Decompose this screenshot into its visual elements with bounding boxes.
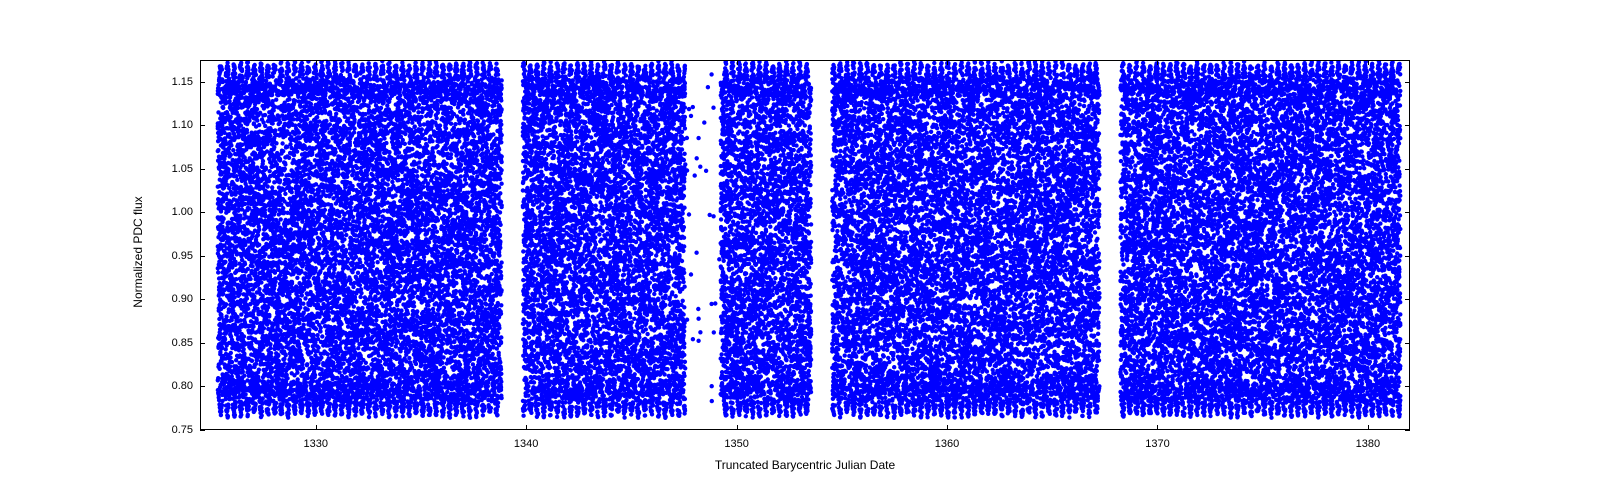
x-tick-mark [1368, 425, 1369, 430]
x-tick-label: 1340 [514, 438, 538, 450]
y-tick-mark [1405, 343, 1410, 344]
y-tick-label: 0.90 [165, 293, 193, 305]
y-tick-label: 1.05 [165, 163, 193, 175]
y-tick-mark [1405, 256, 1410, 257]
y-tick-mark [200, 299, 205, 300]
x-tick-mark [1157, 60, 1158, 65]
y-tick-mark [200, 430, 205, 431]
y-tick-mark [1405, 125, 1410, 126]
x-tick-mark [1157, 425, 1158, 430]
y-tick-mark [1405, 386, 1410, 387]
x-tick-mark [526, 425, 527, 430]
y-tick-mark [200, 343, 205, 344]
y-tick-label: 0.95 [165, 250, 193, 262]
x-tick-mark [947, 425, 948, 430]
x-tick-mark [737, 425, 738, 430]
y-tick-mark [1405, 212, 1410, 213]
y-tick-mark [200, 256, 205, 257]
y-tick-mark [200, 125, 205, 126]
y-tick-label: 0.75 [165, 424, 193, 436]
y-tick-label: 0.80 [165, 380, 193, 392]
y-tick-label: 1.15 [165, 76, 193, 88]
y-tick-label: 1.10 [165, 119, 193, 131]
plot-area [200, 60, 1410, 430]
x-tick-label: 1350 [724, 438, 748, 450]
y-tick-label: 1.00 [165, 206, 193, 218]
x-tick-mark [316, 60, 317, 65]
x-tick-mark [316, 425, 317, 430]
y-tick-mark [1405, 430, 1410, 431]
x-axis-label: Truncated Barycentric Julian Date [715, 458, 895, 472]
x-tick-mark [1368, 60, 1369, 65]
y-tick-mark [200, 82, 205, 83]
x-tick-label: 1370 [1145, 438, 1169, 450]
x-tick-mark [737, 60, 738, 65]
x-tick-mark [526, 60, 527, 65]
x-tick-mark [947, 60, 948, 65]
y-tick-mark [200, 169, 205, 170]
y-tick-mark [1405, 299, 1410, 300]
y-tick-mark [200, 212, 205, 213]
x-tick-label: 1360 [935, 438, 959, 450]
y-tick-mark [1405, 169, 1410, 170]
y-tick-label: 0.85 [165, 337, 193, 349]
x-tick-label: 1330 [303, 438, 327, 450]
scatter-points [201, 61, 1411, 431]
figure: Normalized PDC flux Truncated Barycentri… [0, 0, 1600, 500]
y-tick-mark [200, 386, 205, 387]
y-tick-mark [1405, 82, 1410, 83]
x-tick-label: 1380 [1356, 438, 1380, 450]
